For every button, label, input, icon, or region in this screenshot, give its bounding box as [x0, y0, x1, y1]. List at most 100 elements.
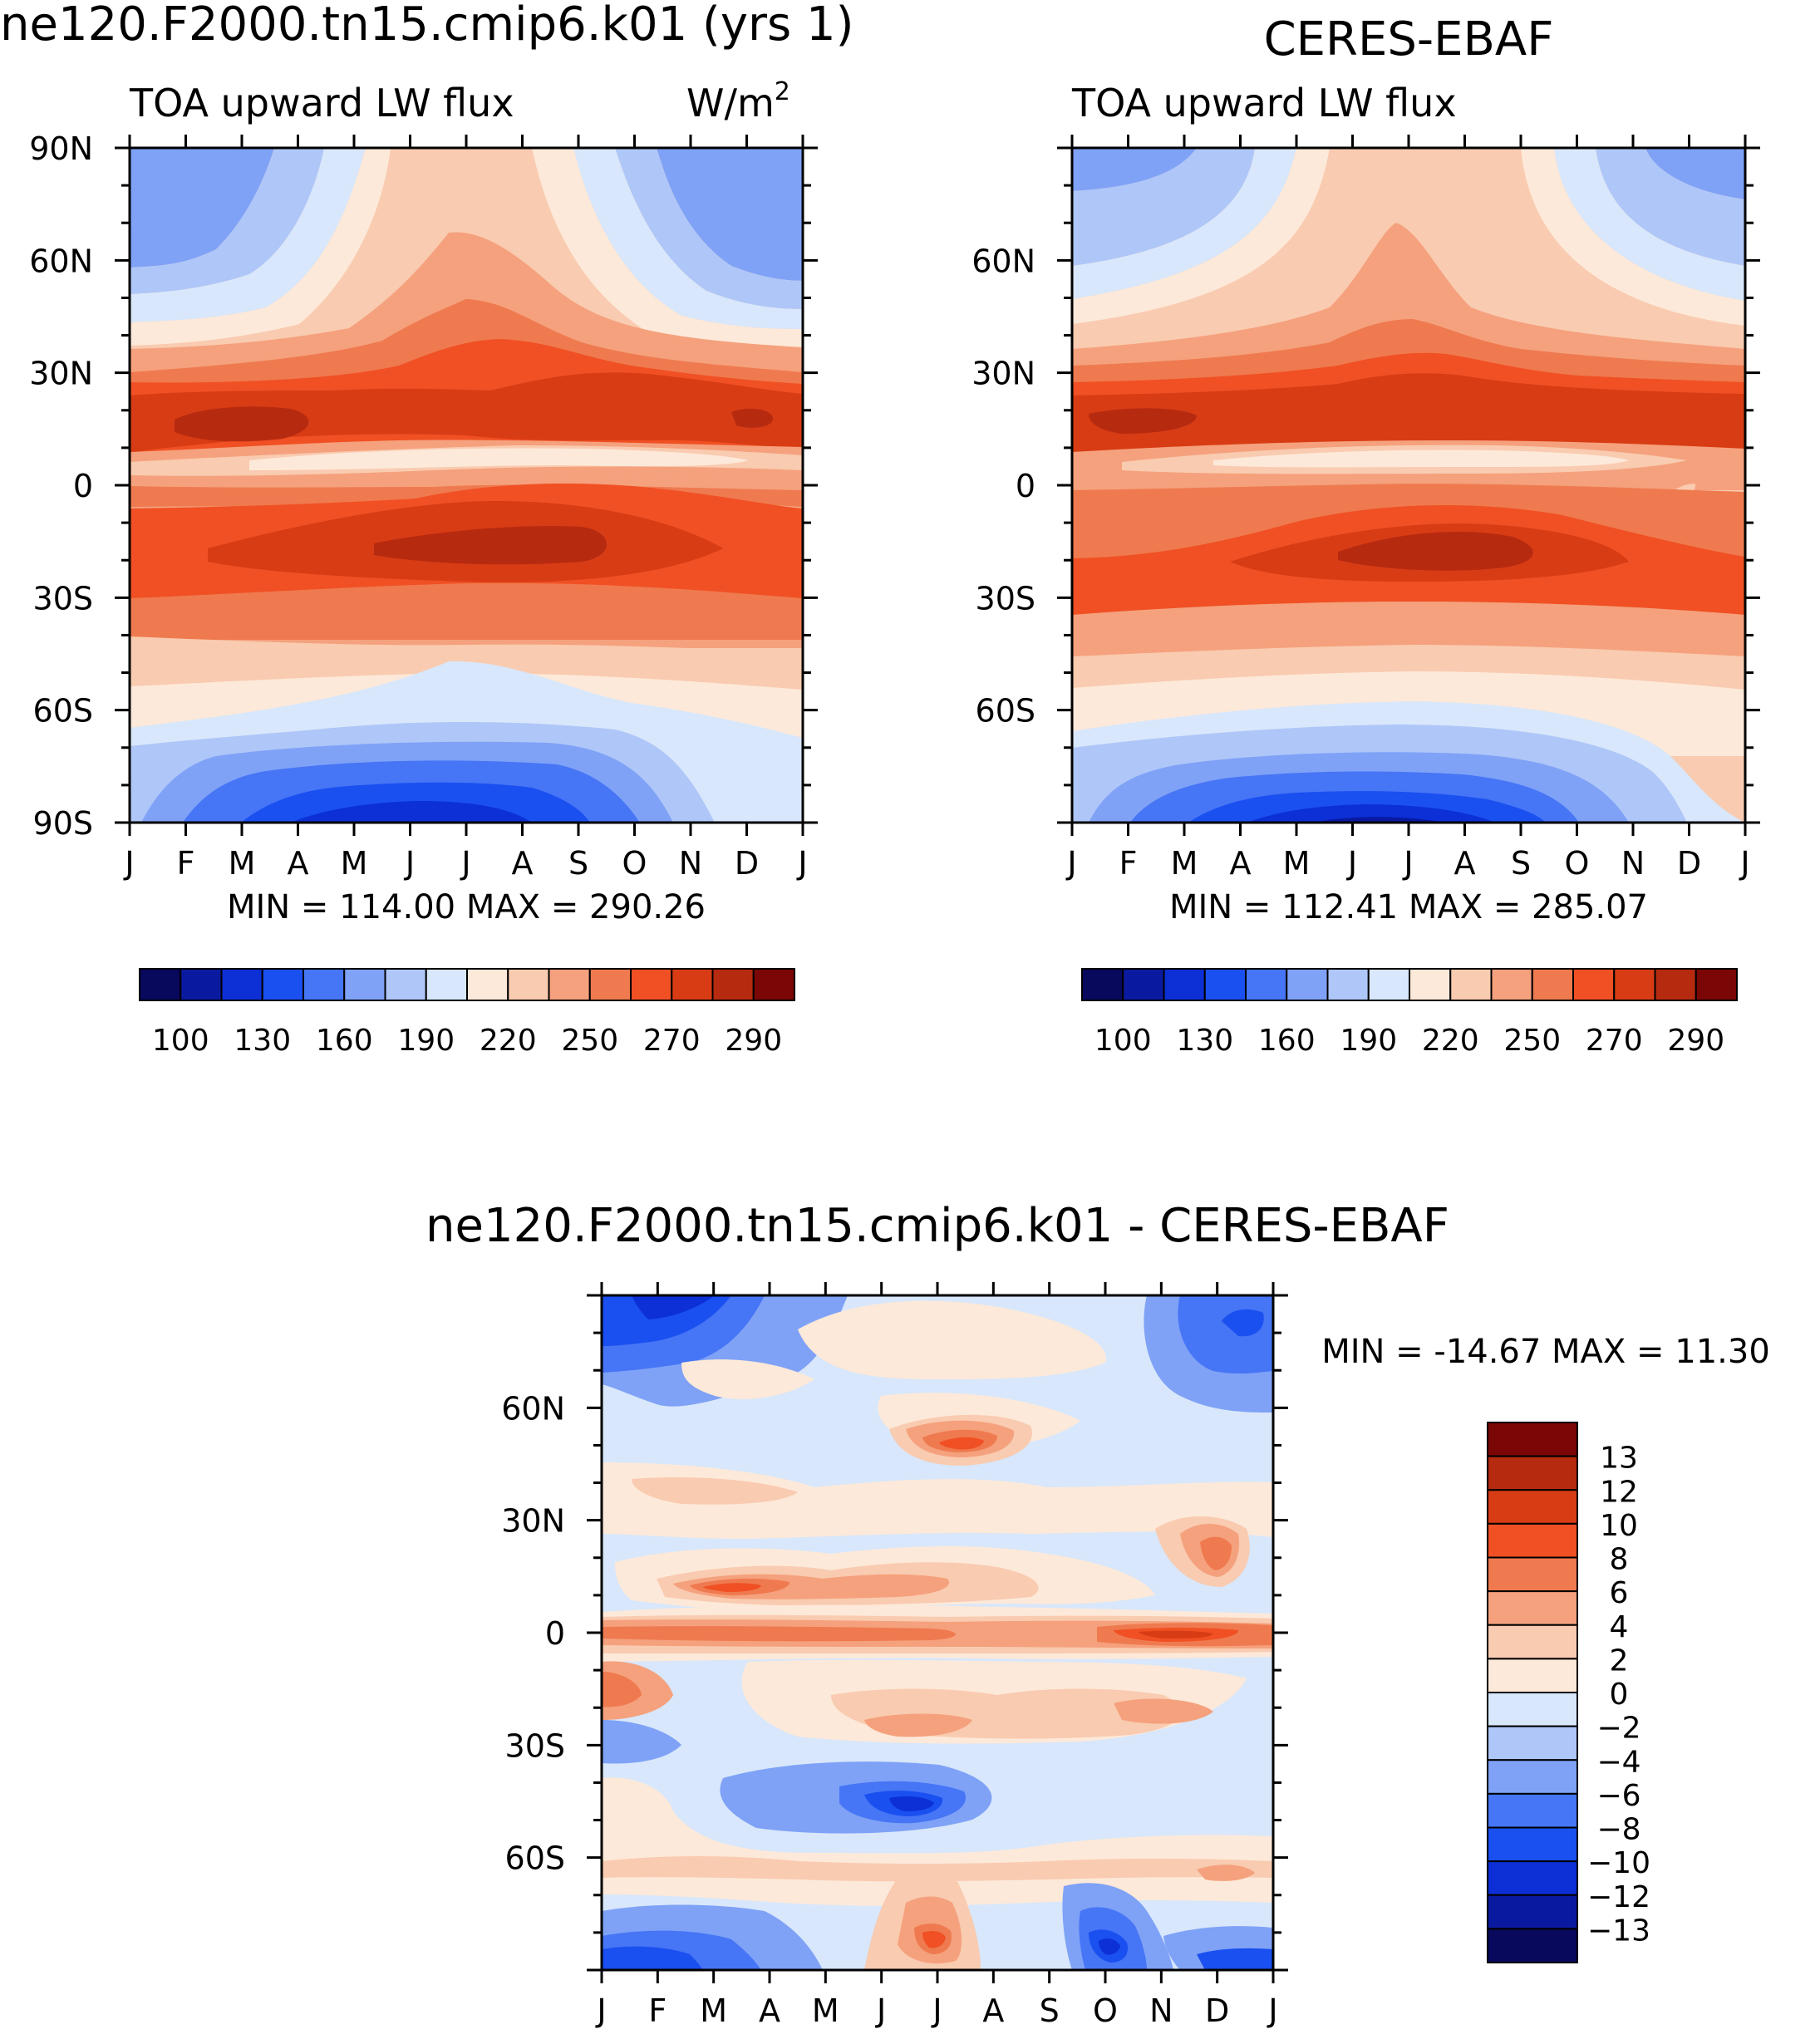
band-c-eq-red	[602, 1626, 956, 1642]
panel-c-xtick-label: N	[1149, 1992, 1173, 2029]
panel-c-colorbar-label: 8	[1610, 1543, 1629, 1577]
band-c-top-deeper	[632, 1295, 715, 1319]
panel-b-colorbar-swatch	[1286, 968, 1329, 1001]
band-c-red-e2	[939, 1437, 984, 1450]
panel-b-xtick-label: D	[1677, 845, 1701, 882]
panel-b-title: CERES-EBAF	[1264, 12, 1554, 66]
panel-a-colorbar-swatch	[507, 968, 550, 1001]
band-a-south-deeper	[291, 801, 532, 823]
panel-b-xtick-label: J	[1402, 845, 1413, 882]
panel-a-colorbar-swatch	[384, 968, 427, 1001]
panel-a-colorbar-swatch	[752, 968, 795, 1001]
panel-c-plot	[602, 1295, 1273, 1970]
panel-a-colorbar-swatch	[630, 968, 673, 1001]
panel-b-ytick-label: 0	[1016, 468, 1035, 504]
panel-a-colorbar-swatch	[220, 968, 263, 1001]
panel-a-colorbar-label: 250	[561, 1024, 618, 1058]
panel-a-xtick-label: J	[460, 845, 470, 882]
band-b-south-deeper	[1247, 804, 1496, 823]
panel-b-xtick-label: J	[1346, 845, 1357, 882]
panel-b-colorbar-swatch	[1654, 968, 1697, 1001]
band-b-nh-salmon	[1072, 223, 1745, 391]
panel-a-xtick-label: J	[404, 845, 415, 882]
band-b-south-deepest	[1313, 817, 1446, 823]
band-a-sh-orange2	[130, 580, 803, 640]
panel-b-xtick-label: S	[1511, 845, 1531, 882]
panel-a-colorbar-label: 190	[397, 1024, 455, 1058]
panel-a-subtitle: TOA upward LW flux	[129, 81, 514, 125]
band-a-south-beige	[130, 673, 803, 739]
band-a-nh-core2	[731, 408, 773, 428]
panel-c-colorbar-label: −2	[1596, 1712, 1640, 1746]
panel-c-xtick-label: O	[1093, 1992, 1118, 2029]
panel-c-colorbar-swatch	[1487, 1522, 1578, 1559]
panel-a-xtick-label: S	[568, 845, 588, 882]
band-b-north-cool	[1072, 148, 1255, 266]
panel-a-colorbar-swatch	[180, 968, 223, 1001]
panel-a-plot	[130, 148, 803, 823]
panel-b-xtick-label: F	[1119, 845, 1138, 882]
panel-a-units: W/m2	[686, 77, 790, 125]
panel-b-plot	[1072, 148, 1745, 823]
panel-a-ytick-label: 90S	[33, 805, 93, 842]
panel-b-xtick-label: N	[1621, 845, 1645, 882]
band-c-bot-deep	[602, 1946, 703, 1970]
band-a-eq-beige	[249, 448, 748, 470]
panel-a-ytick-label: 0	[73, 468, 93, 504]
panel-c-xtick-label: J	[595, 1992, 606, 2029]
panel-c-xtick-label: S	[1040, 1992, 1060, 2029]
panel-b-ytick-label: 60N	[971, 243, 1035, 279]
panel-b-colorbar-swatch	[1572, 968, 1616, 1001]
panel-a-xtick-label: A	[288, 845, 309, 882]
band-c-sh-blue-left	[602, 1720, 681, 1764]
panel-c-stats: MIN = -14.67 MAX = 11.30	[1321, 1333, 1770, 1371]
panel-c-xtick-label: M	[812, 1992, 839, 2029]
band-b-nh-darkred	[1072, 373, 1745, 452]
band-b-north-pale2	[1554, 148, 1745, 301]
panel-a-ytick-label: 60S	[33, 693, 93, 730]
band-a-north-pale	[130, 148, 366, 322]
band-b-north-beige	[1072, 148, 1330, 324]
panel-a-colorbar-label: 160	[316, 1024, 373, 1058]
panel-c-colorbar-label: 0	[1610, 1678, 1629, 1712]
band-a-nh-darkred	[130, 372, 803, 454]
band-c-eq-darker	[1139, 1630, 1213, 1639]
panel-b-colorbar-swatch	[1081, 968, 1124, 1001]
band-a-north-cool	[130, 148, 324, 294]
panel-a-colorbar-swatch	[588, 968, 632, 1001]
panel-b-colorbar-swatch	[1245, 968, 1288, 1001]
panel-b-colorbar-swatch	[1122, 968, 1165, 1001]
panel-c-colorbar-label: −12	[1587, 1880, 1650, 1914]
panel-a-colorbar-label: 130	[234, 1024, 291, 1058]
band-a-sh-core	[374, 526, 607, 565]
panel-b-xtick-label: J	[1065, 845, 1076, 882]
panel-a-xtick-label: J	[123, 845, 134, 882]
panel-a-xtick-label: O	[622, 845, 647, 882]
panel-a-ytick-label: 30S	[33, 580, 93, 617]
panel-c-ytick-label: 60S	[505, 1840, 565, 1877]
panel-c-colorbar-swatch	[1487, 1556, 1578, 1593]
band-c-cream-b	[681, 1359, 814, 1399]
panel-b-xtick-label: M	[1283, 845, 1311, 882]
band-b-north-cold2	[1645, 148, 1745, 199]
panel-c-colorbar-swatch	[1487, 1455, 1578, 1491]
panel-c-colorbar-label: 12	[1600, 1475, 1638, 1509]
panel-b-colorbar-swatch	[1203, 968, 1247, 1001]
panel-c-colorbar-swatch	[1487, 1489, 1578, 1525]
panel-a-colorbar-label: 290	[725, 1024, 782, 1058]
panel-a-colorbar-label: 270	[643, 1024, 701, 1058]
band-a-north-cold	[130, 148, 274, 268]
panel-a-colorbar-swatch	[466, 968, 509, 1001]
band-c-nh-red2	[703, 1583, 761, 1592]
panel-b-colorbar-swatch	[1531, 968, 1574, 1001]
panel-c-colorbar-label: −10	[1587, 1846, 1650, 1880]
panel-b-xtick-label: A	[1230, 845, 1252, 882]
panel-a-xtick-label: J	[796, 845, 807, 882]
panel-c-colorbar-swatch	[1487, 1692, 1578, 1727]
panel-b-colorbar-label: 130	[1176, 1024, 1233, 1058]
panel-c-ytick-label: 60N	[501, 1390, 565, 1427]
panel-b-xtick-label: O	[1565, 845, 1590, 882]
panel-b-colorbar-label: 290	[1667, 1024, 1724, 1058]
